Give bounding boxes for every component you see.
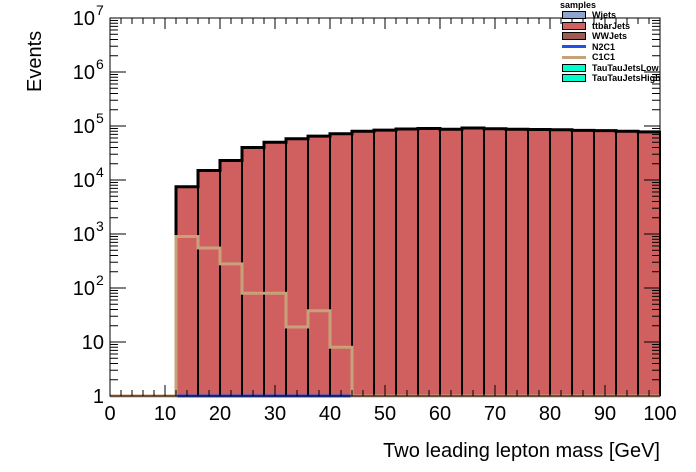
y-tick-label: 10 bbox=[73, 170, 95, 192]
ttbarjets-bar bbox=[308, 136, 330, 397]
legend-items: Wjets ttbarJets WWJets N2C1 C1C1 TauTauJetsLo… bbox=[558, 10, 693, 84]
y-tick-label: 10 bbox=[73, 278, 95, 300]
stacked-fills bbox=[110, 126, 661, 398]
legend-label: WWJets bbox=[592, 31, 628, 42]
y-tick-exponent: 2 bbox=[96, 272, 104, 288]
ttbarjets-bar bbox=[638, 131, 660, 396]
ttbarjets-bar bbox=[396, 128, 418, 397]
legend-item-c1c1: C1C1 bbox=[558, 52, 693, 63]
x-tick-label: 30 bbox=[264, 403, 286, 425]
ttbarjets-bar bbox=[616, 131, 638, 396]
legend-swatch bbox=[562, 32, 586, 41]
ttbarjets-bar bbox=[330, 133, 352, 396]
ttbarjets-bar bbox=[242, 147, 264, 396]
legend-label: Wjets bbox=[592, 10, 617, 21]
x-tick-label: 80 bbox=[539, 403, 561, 425]
legend-label: TauTauJetsHigh bbox=[592, 73, 661, 84]
ttbarjets-bar bbox=[484, 128, 506, 396]
ttbarjets-bar bbox=[572, 130, 594, 396]
y-tick-exponent: 5 bbox=[96, 110, 104, 126]
y-tick-exponent: 4 bbox=[96, 164, 104, 180]
legend-item-n2c1: N2C1 bbox=[558, 42, 693, 53]
ttbarjets-bar bbox=[352, 131, 374, 396]
ttbarjets-bar bbox=[506, 129, 528, 396]
legend-swatch bbox=[562, 21, 586, 30]
legend-item-tautaujetshigh: TauTauJetsHigh bbox=[558, 73, 693, 84]
ttbarjets-bar bbox=[462, 127, 484, 397]
x-tick-label: 70 bbox=[484, 403, 506, 425]
y-tick-exponent: 3 bbox=[96, 218, 104, 234]
y-tick-label: 10 bbox=[82, 332, 104, 354]
ttbarjets-bar bbox=[418, 128, 440, 397]
legend-swatch bbox=[562, 45, 586, 49]
legend-item-wwjets: WWJets bbox=[558, 31, 693, 42]
legend-swatch bbox=[562, 11, 586, 20]
x-tick-label: 90 bbox=[594, 403, 616, 425]
y-axis-title: Events bbox=[24, 31, 46, 92]
y-tick-exponent: 7 bbox=[96, 2, 104, 18]
y-tick-label: 10 bbox=[73, 62, 95, 84]
legend-swatch bbox=[562, 55, 586, 59]
y-tick-exponent: 6 bbox=[96, 56, 104, 72]
ttbarjets-bar bbox=[374, 130, 396, 396]
ttbarjets-bar bbox=[440, 129, 462, 396]
x-tick-label: 0 bbox=[104, 403, 115, 425]
y-tick-label: 10 bbox=[73, 116, 95, 138]
total-stack-outline bbox=[110, 126, 660, 398]
ttbarjets-bar bbox=[286, 138, 308, 396]
ttbarjets-bar bbox=[528, 129, 550, 396]
ttbarjets-bar bbox=[176, 186, 198, 396]
legend-item-wjets: Wjets bbox=[558, 10, 693, 21]
ttbarjets-bar bbox=[264, 142, 286, 396]
x-tick-label: 60 bbox=[429, 403, 451, 425]
x-tick-label: 20 bbox=[209, 403, 231, 425]
y-tick-label: 10 bbox=[73, 224, 95, 246]
legend: samples Wjets ttbarJets WWJets N2C1 C1C1 TauT… bbox=[558, 0, 693, 84]
x-tick-label: 10 bbox=[154, 403, 176, 425]
ttbarjets-bar bbox=[550, 129, 572, 396]
x-tick-label: 100 bbox=[643, 403, 676, 425]
ttbarjets-bar bbox=[198, 170, 220, 396]
ttbarjets-bar bbox=[594, 130, 616, 396]
legend-swatch bbox=[562, 74, 586, 83]
legend-label: ttbarJets bbox=[592, 20, 631, 31]
legend-title: samples bbox=[560, 0, 597, 10]
x-tick-label: 50 bbox=[374, 403, 396, 425]
x-tick-label: 40 bbox=[319, 403, 341, 425]
ttbarjets-bar bbox=[220, 160, 242, 396]
x-axis-title: Two leading lepton mass [GeV] bbox=[383, 440, 660, 462]
y-tick-label: 1 bbox=[93, 386, 104, 408]
legend-item-ttbarjets: ttbarJets bbox=[558, 21, 693, 32]
legend-label: TauTauJetsLow bbox=[592, 62, 659, 73]
legend-item-tautaujetslow: TauTauJetsLow bbox=[558, 63, 693, 74]
y-tick-label: 10 bbox=[73, 8, 95, 30]
legend-label: N2C1 bbox=[592, 41, 616, 52]
legend-swatch bbox=[562, 63, 586, 72]
legend-label: C1C1 bbox=[592, 52, 616, 63]
